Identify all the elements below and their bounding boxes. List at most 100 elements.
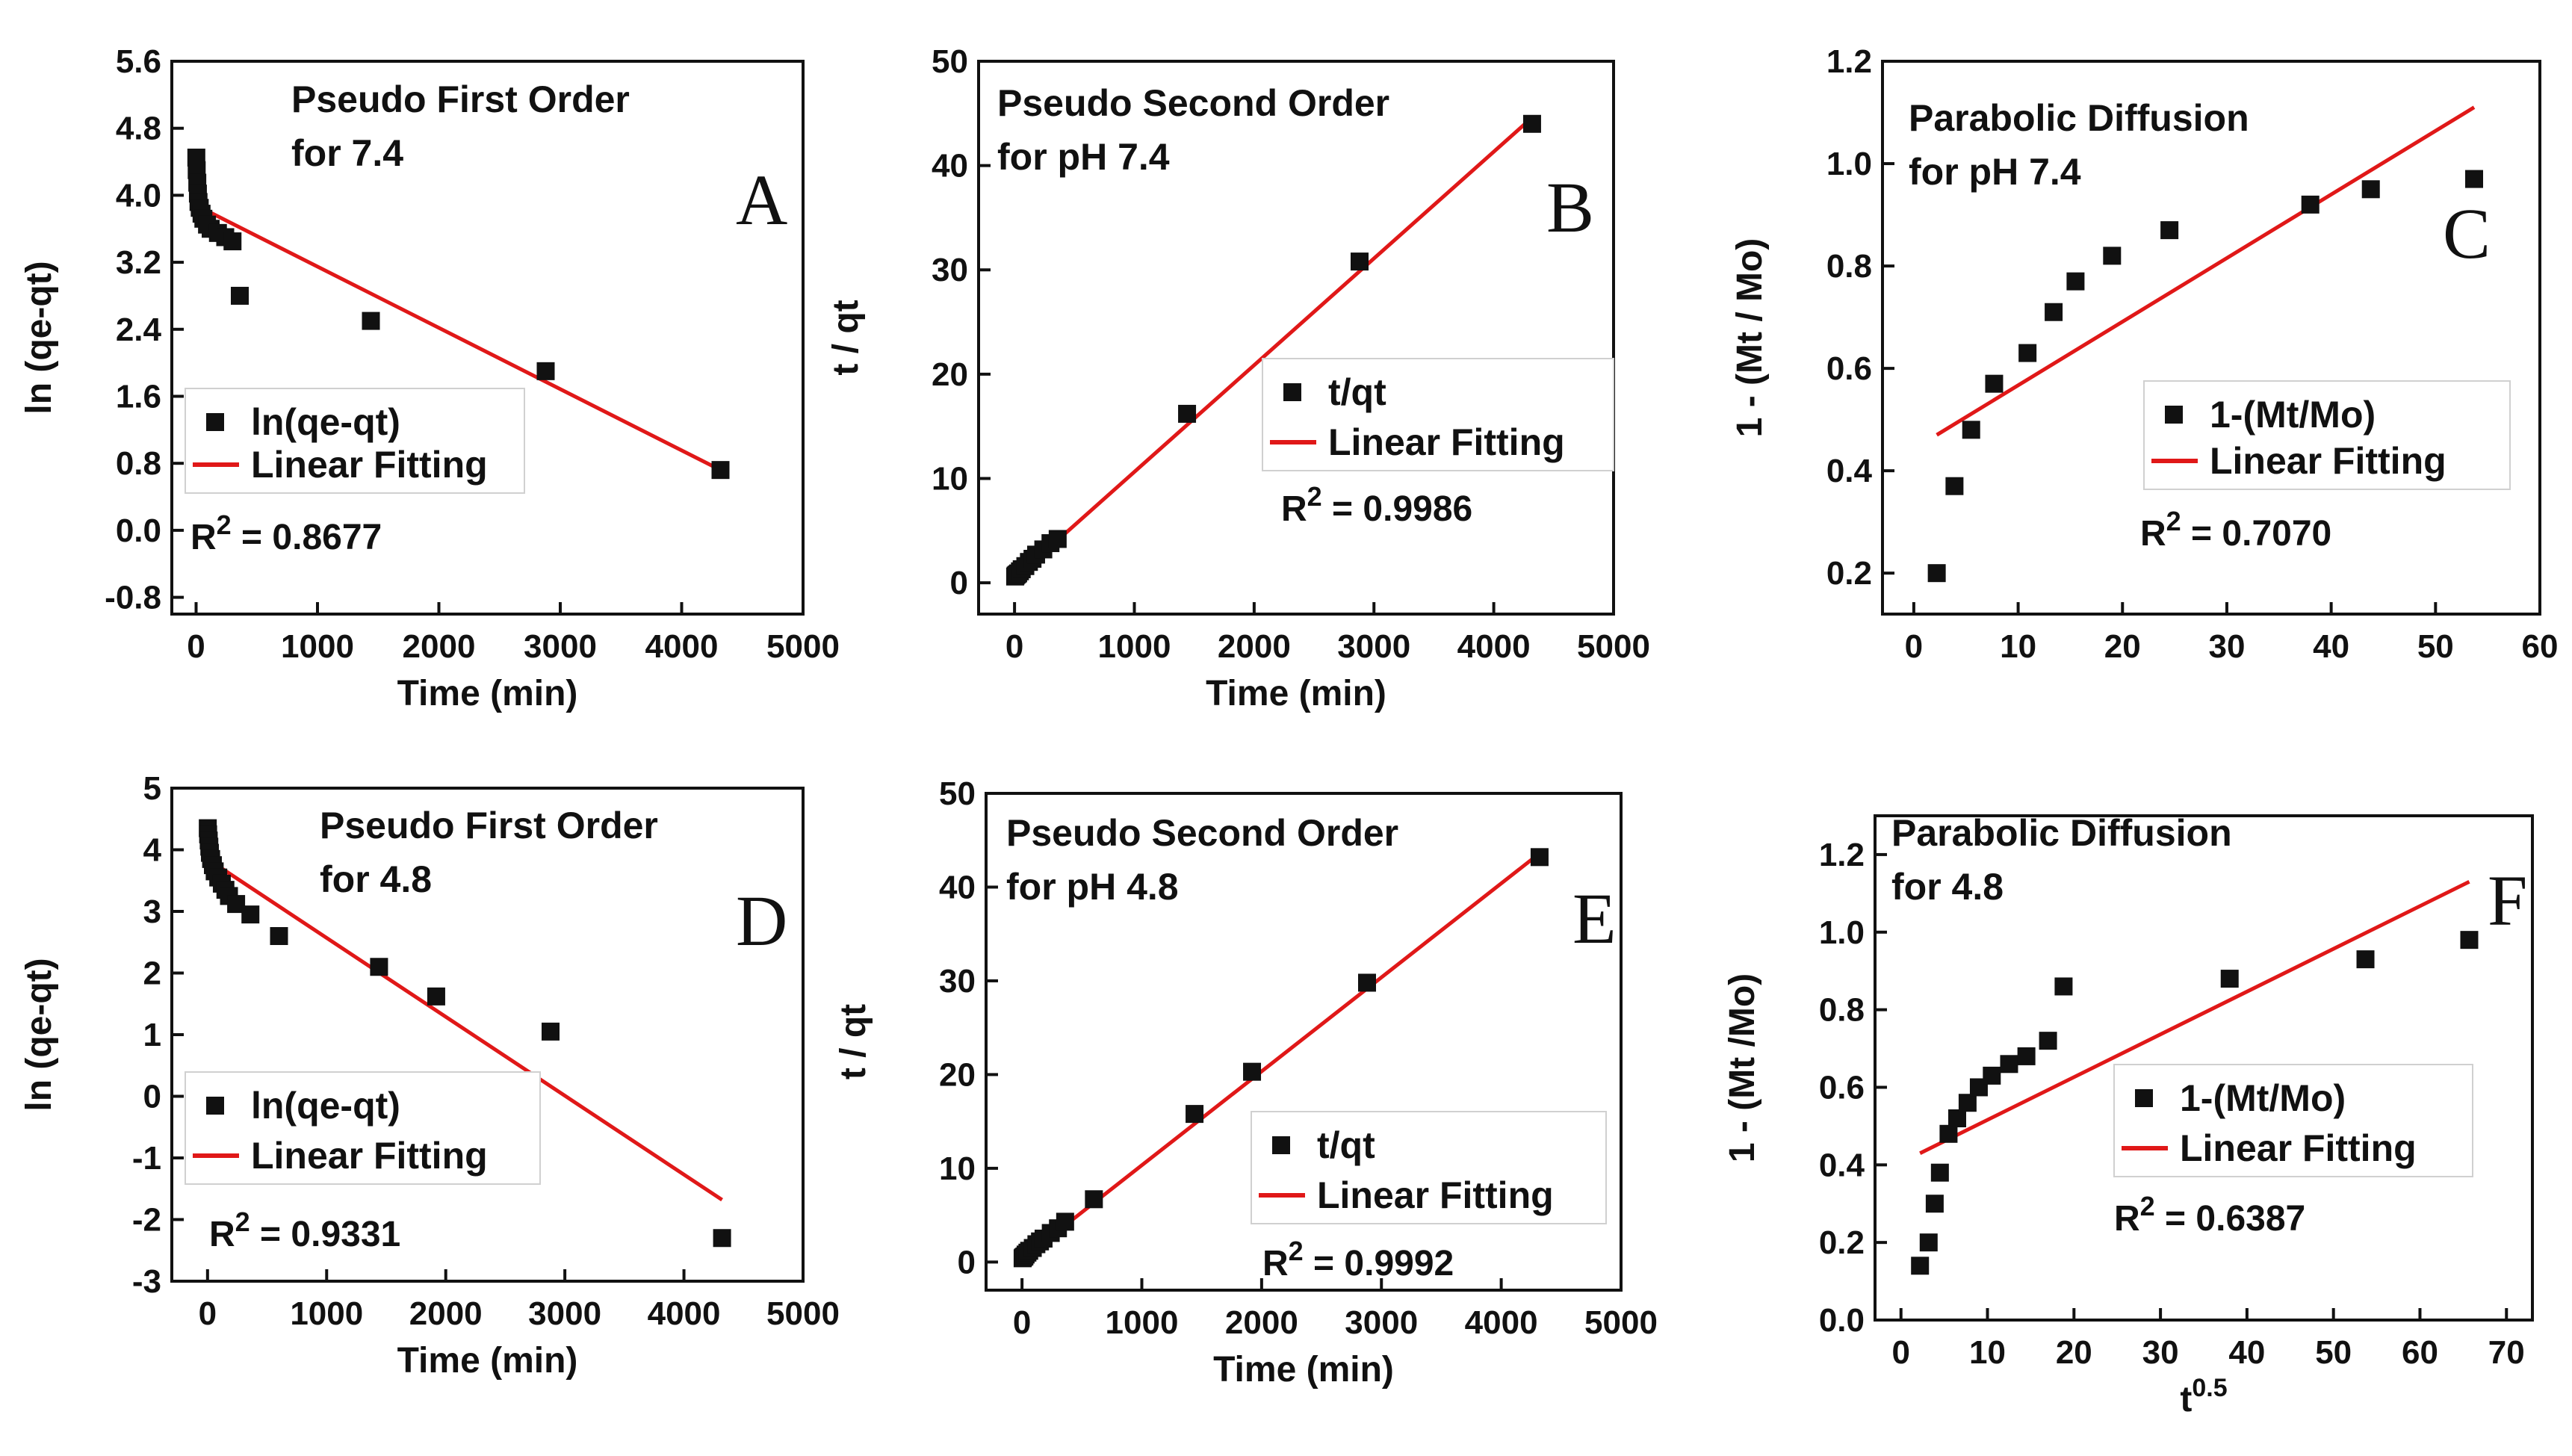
data-point [1056,1212,1074,1231]
y-tick-label: -2 [132,1202,161,1239]
y-tick-label: 1.0 [1819,914,1865,951]
legend-d: ln(qe-qt) Linear Fitting [185,1071,541,1185]
fit-line [1013,116,1534,580]
y-tick-label: 40 [932,148,968,185]
x-tick-label: 3000 [524,628,597,665]
y-tick-label: 50 [939,775,976,812]
legend-box [2143,380,2511,490]
data-point [2018,344,2037,362]
data-point [1358,973,1376,992]
y-tick-label: 20 [932,356,968,393]
x-tick-label: 30 [2208,628,2245,665]
data-point [713,1229,731,1248]
x-tick-label: 40 [2228,1334,2265,1371]
data-point [1530,848,1549,867]
data-point [1048,530,1067,548]
x-tick-label: 2000 [409,1295,483,1332]
y-tick-label: -1 [132,1140,161,1177]
y-tick-label: 4 [143,832,162,869]
data-point [1178,404,1197,423]
fit-line [1936,105,2476,437]
y-tick-label: 5.6 [116,43,161,80]
fit-line [1919,880,2470,1155]
data-point [223,232,242,251]
panel-letter: C [2443,193,2491,273]
y-tick-label: 40 [939,869,976,905]
x-tick-label: 5000 [1577,628,1650,665]
data-point [2000,1055,2018,1074]
y-tick-label: 1 [143,1017,161,1053]
x-tick-label: 1000 [1098,628,1171,665]
legend-label-fit: Linear Fitting [1328,421,1565,463]
data-point [711,461,730,480]
legend-c: 1-(Mt/Mo)Linear Fitting [2143,380,2511,490]
data-point [2039,1032,2057,1050]
x-tick-label: 2000 [403,628,476,665]
data-point [1919,1233,1938,1252]
x-tick-label: 50 [2417,628,2454,665]
x-tick-label: 10 [1969,1334,2006,1371]
y-tick-label: 4.0 [116,177,161,214]
data-point [1186,1105,1204,1124]
data-point [1522,114,1541,133]
data-point [241,905,260,924]
y-tick-label: 1.2 [1819,837,1865,873]
x-tick-label: 5000 [766,628,840,665]
y-tick-label: 0 [143,1079,161,1115]
plot-frame-e [985,792,1623,1292]
y-tick-label: 0.4 [1826,453,1873,489]
x-tick-label: 1000 [281,628,354,665]
x-tick-label: 1000 [290,1295,363,1332]
legend-label-fit: Linear Fitting [1317,1174,1554,1216]
chart-title-line: Pseudo Second Order [1006,812,1398,854]
data-point [2017,1047,2036,1065]
panel-letter: D [736,881,787,961]
data-point [1962,421,1980,439]
data-point [1925,1195,1944,1213]
x-tick-label: 0 [199,1295,217,1332]
r-squared-label: R2 = 0.7070 [2140,506,2331,554]
y-tick-label: 0.0 [1819,1302,1865,1339]
x-axis-title: Time (min) [397,674,578,713]
legend-marker-swatch [1272,1136,1290,1154]
y-axis-title: 1 - (Mt /Mo) [1723,973,1762,1162]
x-tick-label: 5000 [1584,1304,1658,1341]
x-tick-label: 2000 [1225,1304,1298,1341]
y-tick-label: 10 [939,1150,976,1187]
data-point [2160,221,2179,240]
legend-label-data: ln(qe-qt) [251,1085,400,1127]
x-tick-label: 60 [2402,1334,2438,1371]
y-tick-label: 0.4 [1819,1147,1865,1183]
x-tick-label: 1000 [1106,1304,1179,1341]
x-tick-label: 40 [2313,628,2349,665]
panel-letter: B [1546,167,1594,247]
y-axis-title: 1 - (Mt / Mo) [1730,238,1770,438]
data-point [2356,950,2375,969]
y-tick-label: 2 [143,955,161,992]
legend-label-data: 1-(Mt/Mo) [2180,1077,2346,1119]
legend-label-data: t/qt [1317,1124,1375,1166]
x-tick-label: 4000 [1465,1304,1538,1341]
y-tick-label: 1.6 [116,378,161,415]
y-tick-label: 0.8 [1826,248,1872,285]
legend-b: t/qt Linear Fitting [1262,358,1614,471]
y-tick-label: 0.8 [116,445,161,482]
legend-box [2113,1064,2473,1177]
plot-frame-a [170,60,805,616]
data-point [362,312,380,330]
data-point [1351,253,1369,271]
x-tick-label: 0 [1905,628,1923,665]
data-point [2054,977,2073,996]
y-tick-label: 0.6 [1819,1069,1865,1106]
x-tick-label: 4000 [1457,628,1531,665]
chart-title-line: for pH 4.8 [1006,866,1179,908]
chart-title-line: for pH 7.4 [1909,151,2081,193]
legend-e: t/qt Linear Fitting [1251,1111,1607,1224]
data-point [1911,1257,1930,1275]
data-point [231,286,249,305]
legend-marker-swatch [206,1097,224,1115]
data-point [2066,272,2085,291]
x-axis-title: Time (min) [1213,1350,1394,1390]
y-tick-label: 3 [143,893,161,930]
